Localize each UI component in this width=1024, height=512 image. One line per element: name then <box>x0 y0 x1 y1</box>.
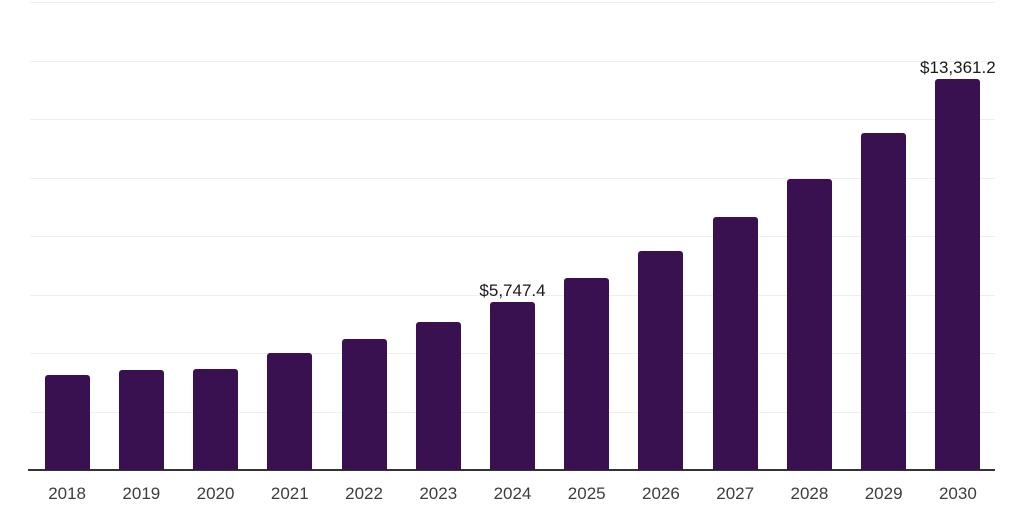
bar-2028 <box>786 179 832 470</box>
gridline <box>30 2 995 3</box>
data-label-2030: $13,361.2 <box>920 58 996 77</box>
bar-2018 <box>44 375 90 470</box>
x-axis-line <box>28 469 995 471</box>
bar-2023 <box>415 322 461 470</box>
x-tick-label-2028: 2028 <box>790 484 829 503</box>
x-tick-label-2022: 2022 <box>345 484 383 503</box>
x-tick-label-2021: 2021 <box>270 484 309 503</box>
x-tick-label-2027: 2027 <box>716 484 755 503</box>
x-tick-label-2024: 2024 <box>493 484 532 503</box>
bar-2025 <box>564 278 610 470</box>
bar-2026 <box>638 251 684 470</box>
gridline <box>30 119 995 120</box>
x-tick-label-2030: 2030 <box>938 484 977 503</box>
x-tick-label-2023: 2023 <box>419 484 458 503</box>
x-tick-label-2019: 2019 <box>122 484 161 503</box>
gridline <box>30 60 995 62</box>
gridline <box>30 177 995 179</box>
data-label-2024: $5,747.4 <box>479 281 546 300</box>
x-tick-label-2026: 2026 <box>642 484 680 503</box>
x-tick-label-2018: 2018 <box>48 484 87 503</box>
bar-2019 <box>118 370 164 470</box>
x-tick-label-2020: 2020 <box>196 484 235 503</box>
bar-2029 <box>861 133 907 470</box>
x-tick-label-2029: 2029 <box>864 484 903 503</box>
bar-2020 <box>193 369 239 470</box>
gridline <box>30 294 995 296</box>
bar-2030 <box>935 79 981 470</box>
bar-2024 <box>490 302 535 470</box>
bar-2022 <box>341 339 387 470</box>
bar-2027 <box>712 217 758 470</box>
bar-2021 <box>267 353 313 470</box>
x-tick-label-2025: 2025 <box>567 484 606 503</box>
gridline <box>30 236 995 237</box>
